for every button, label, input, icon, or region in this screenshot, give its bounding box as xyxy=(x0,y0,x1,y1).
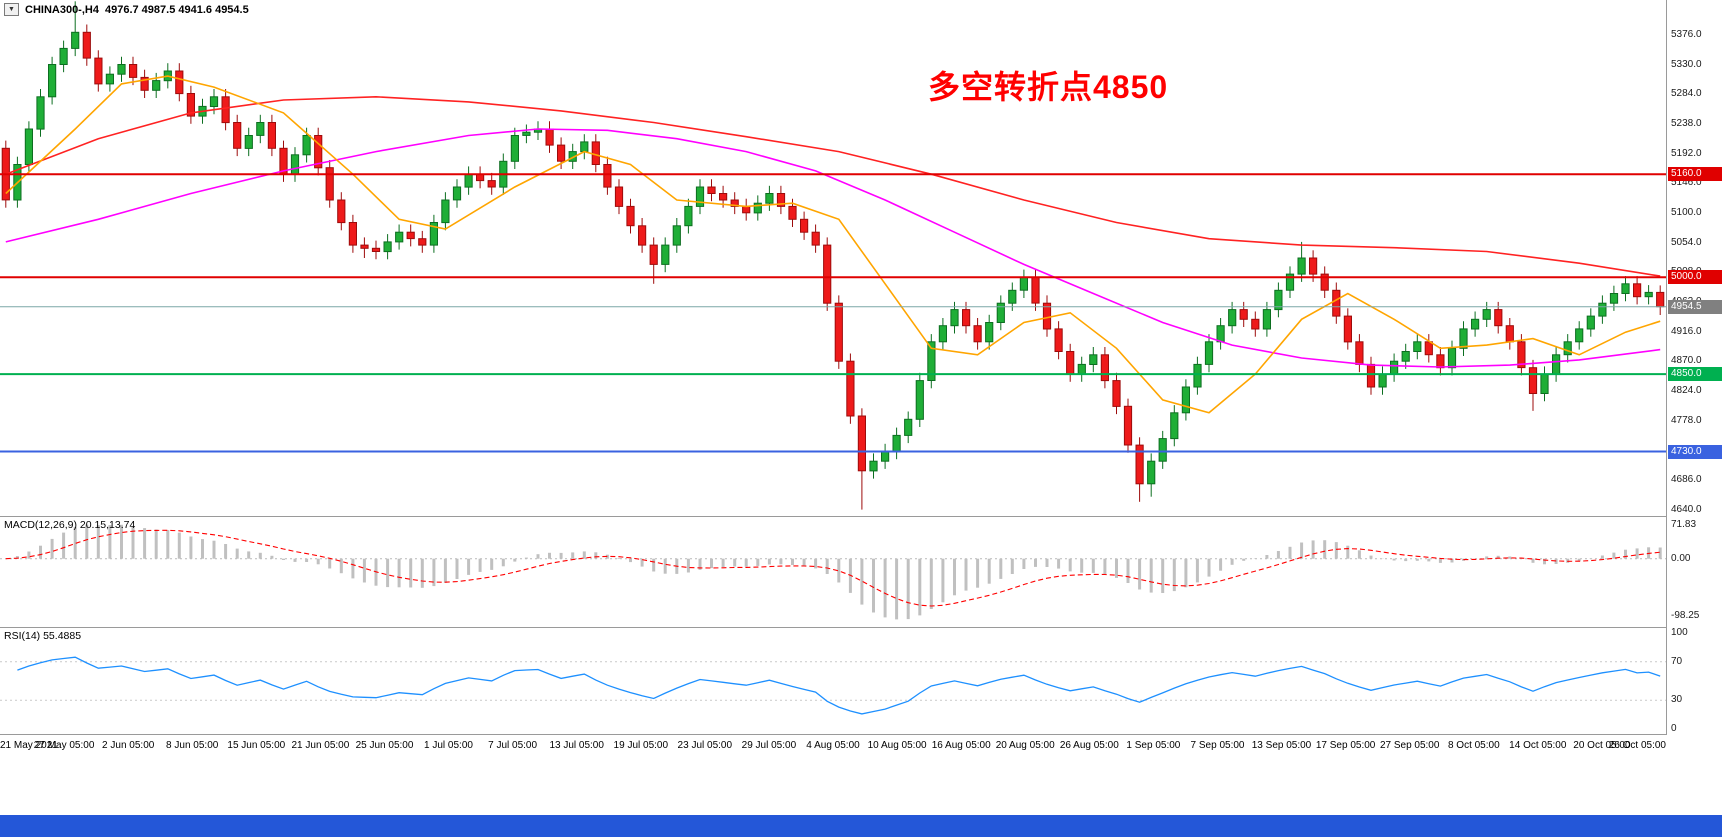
time-label: 29 Jul 05:00 xyxy=(741,740,797,751)
rsi-axis-label: 70 xyxy=(1671,655,1683,667)
price-tick: 5330.0 xyxy=(1671,58,1702,70)
candles xyxy=(1,1,1665,510)
time-label: 23 Jul 05:00 xyxy=(677,740,733,751)
pane-separator xyxy=(0,627,1722,628)
time-label: 27 May 05:00 xyxy=(33,740,95,751)
time-label: 26 Aug 05:00 xyxy=(1059,740,1119,751)
annotation-text: 多空转折点4850 xyxy=(928,69,1169,105)
time-label: 14 Oct 05:00 xyxy=(1509,740,1567,751)
price-level-tag: 4850.0 xyxy=(1668,367,1722,382)
pane-separator xyxy=(0,516,1722,517)
price-tick: 4686.0 xyxy=(1671,473,1702,485)
macd-label: MACD(12,26,9) 20.15,13.74 xyxy=(4,519,136,531)
time-label: 1 Sep 05:00 xyxy=(1126,740,1181,751)
rsi-axis-label: 100 xyxy=(1671,627,1688,638)
price-chart-pane[interactable]: ▼ CHINA300-,H4 4976.7 4987.5 4941.6 4954… xyxy=(0,0,1666,516)
symbol-dropdown-button[interactable]: ▼ xyxy=(4,3,19,16)
time-label: 8 Jun 05:00 xyxy=(166,740,219,751)
taskbar-strip xyxy=(0,815,1722,837)
chevron-down-icon: ▼ xyxy=(8,6,15,13)
symbol-label: CHINA300-,H4 xyxy=(25,3,99,16)
macd-svg xyxy=(0,524,1666,620)
price-tick: 4824.0 xyxy=(1671,384,1702,396)
price-tick: 4916.0 xyxy=(1671,325,1702,337)
macd-axis-label: -98.25 xyxy=(1671,610,1700,622)
time-label: 4 Aug 05:00 xyxy=(806,740,860,751)
time-label: 7 Sep 05:00 xyxy=(1190,740,1245,751)
time-label: 26 Oct 05:00 xyxy=(1608,740,1666,751)
price-axis[interactable]: 5376.0 5330.0 5284.0 5238.0 5192.0 5146.0 5100… xyxy=(1666,0,1722,735)
time-label: 13 Jul 05:00 xyxy=(549,740,604,751)
rsi-svg xyxy=(0,656,1666,715)
ma-fast-orange xyxy=(5,75,1661,414)
time-label: 17 Sep 05:00 xyxy=(1315,740,1376,751)
current-price-tag: 4954.5 xyxy=(1668,299,1722,314)
time-label: 27 Sep 05:00 xyxy=(1379,740,1440,751)
price-level-tag: 5160.0 xyxy=(1668,167,1722,182)
price-tick: 5192.0 xyxy=(1671,147,1702,159)
rsi-axis-label: 0 xyxy=(1671,723,1677,734)
rsi-pane[interactable]: RSI(14) 55.4885 xyxy=(0,628,1666,734)
time-label: 8 Oct 05:00 xyxy=(1447,740,1500,751)
ma-mid-magenta xyxy=(5,128,1661,368)
time-label: 21 May 2021 xyxy=(0,740,58,751)
macd-histogram xyxy=(15,524,1662,620)
pane-separator xyxy=(0,734,1722,735)
time-label: 10 Aug 05:00 xyxy=(867,740,927,751)
time-label: 1 Jul 05:00 xyxy=(424,740,473,751)
time-label: 20 Aug 05:00 xyxy=(995,740,1055,751)
price-tick: 5284.0 xyxy=(1671,88,1702,100)
time-label: 2 Jun 05:00 xyxy=(102,740,155,751)
macd-axis-label: 71.83 xyxy=(1671,519,1697,530)
macd-axis-label: 0.00 xyxy=(1671,552,1691,564)
time-label: 13 Sep 05:00 xyxy=(1251,740,1312,751)
time-axis[interactable]: 21 May 2021 27 May 05:00 2 Jun 05:00 8 Jun … xyxy=(0,735,1666,761)
time-label: 16 Aug 05:00 xyxy=(931,740,991,751)
price-tick: 5100.0 xyxy=(1671,206,1702,218)
macd-signal-line xyxy=(5,529,1661,607)
time-label: 7 Jul 05:00 xyxy=(488,740,538,751)
ma-slow-red xyxy=(5,95,1661,277)
time-label: 15 Jun 05:00 xyxy=(227,740,286,751)
price-level-tag: 4730.0 xyxy=(1668,444,1722,459)
macd-pane[interactable]: MACD(12,26,9) 20.15,13.74 xyxy=(0,517,1666,627)
price-tick: 5376.0 xyxy=(1671,28,1702,40)
price-tick: 5238.0 xyxy=(1671,117,1702,129)
price-tick: 4640.0 xyxy=(1671,503,1702,515)
time-label: 25 Jun 05:00 xyxy=(355,740,414,751)
time-label: 19 Jul 05:00 xyxy=(613,740,669,751)
price-tick: 5146.0 xyxy=(1671,177,1702,189)
price-level-tag: 5000.0 xyxy=(1668,270,1722,285)
rsi-label: RSI(14) 55.4885 xyxy=(4,630,82,642)
price-tick: 4870.0 xyxy=(1671,355,1702,367)
time-label: 20 Oct 05:00 xyxy=(1573,740,1631,751)
ohlc-readout: 4976.7 4987.5 4941.6 4954.5 xyxy=(104,3,249,16)
price-chart-svg xyxy=(0,1,1666,510)
chart-title: ▼ CHINA300-,H4 4976.7 4987.5 4941.6 4954… xyxy=(4,3,249,16)
rsi-line xyxy=(17,656,1661,715)
rsi-axis-label: 30 xyxy=(1671,694,1683,706)
time-label: 21 Jun 05:00 xyxy=(291,740,350,751)
price-tick: 5054.0 xyxy=(1671,236,1702,248)
price-tick: 4778.0 xyxy=(1671,414,1702,426)
